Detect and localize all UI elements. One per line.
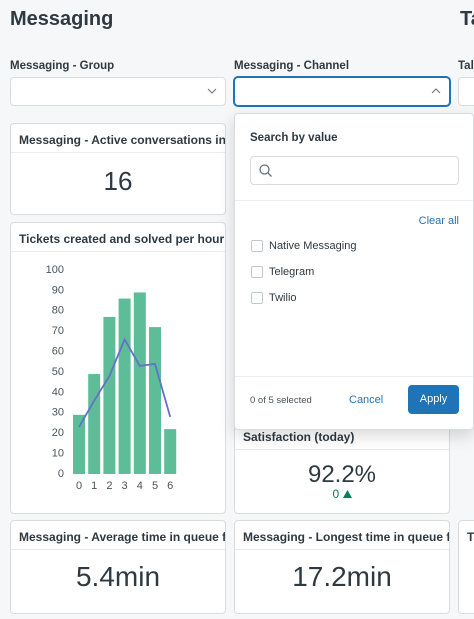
- card-title: Messaging - Longest time in queue for...: [243, 530, 450, 544]
- bar: [164, 429, 177, 474]
- y-tick-label: 10: [52, 448, 64, 460]
- card-value: 92.2%: [307, 461, 377, 488]
- card-title: Ta: [467, 530, 474, 544]
- chevron: [431, 88, 441, 94]
- bar: [73, 414, 85, 474]
- card-value: 17.2min: [292, 561, 392, 592]
- page-title: Messaging: [10, 8, 114, 30]
- option-label: Native Messaging: [269, 240, 357, 252]
- filter-label: Messaging - Channel: [234, 60, 350, 72]
- line: [78, 337, 172, 428]
- metric-card: Satisfaction (today) 92.2% 0: [234, 420, 450, 514]
- y-tick-label: 40: [52, 386, 64, 398]
- y-tick-label: 50: [52, 366, 64, 378]
- option[interactable]: Telegram: [251, 266, 314, 278]
- filter-select[interactable]: [458, 77, 474, 106]
- bar: [133, 292, 146, 474]
- option[interactable]: Native Messaging: [251, 240, 356, 252]
- bar: [118, 298, 131, 474]
- filter-select[interactable]: [234, 77, 450, 106]
- metric-card: Messaging - Longest time in queue for...…: [234, 520, 450, 614]
- y-tick-label: 70: [52, 325, 64, 337]
- option-label: Twilio: [269, 292, 297, 304]
- x-tick-label: 3: [122, 480, 128, 492]
- x-tick-label: 2: [106, 480, 112, 492]
- dropdown-panel: Search by value Clear all Native Messagi…: [234, 113, 474, 430]
- change: 0: [235, 487, 449, 501]
- clear-all[interactable]: Clear all: [418, 215, 459, 227]
- card-title: Messaging - Average time in queue for...: [19, 530, 226, 544]
- apply-button[interactable]: Apply: [408, 385, 459, 414]
- chevron: [207, 88, 217, 94]
- selection-status: 0 of 5 selected: [250, 395, 312, 406]
- x-tick-label: 0: [76, 480, 82, 492]
- card-value: 16: [103, 166, 133, 196]
- y-tick-label: 0: [58, 468, 64, 480]
- y-tick-label: 100: [46, 264, 64, 276]
- chart-title: Tickets created and solved per hour: [19, 232, 225, 246]
- option-label: Telegram: [269, 266, 315, 278]
- filter-label: Tall: [458, 60, 474, 72]
- filter-label: Messaging - Group: [10, 60, 115, 72]
- metric-card: Messaging - Active conversations in q...…: [10, 123, 226, 215]
- option[interactable]: Twilio: [251, 292, 297, 304]
- x-tick-label: 1: [91, 480, 97, 492]
- card-title: Messaging - Active conversations in q...: [19, 133, 226, 147]
- y-tick-label: 20: [52, 427, 64, 439]
- y-tick-label: 30: [52, 407, 64, 419]
- y-tick-label: 60: [52, 346, 64, 358]
- card-value: 5.4min: [75, 561, 161, 592]
- up-arrow: [342, 490, 352, 498]
- search-icon: [259, 164, 272, 177]
- bar: [88, 374, 101, 474]
- cancel-button[interactable]: Cancel: [349, 394, 384, 406]
- change-value: 0: [332, 487, 340, 501]
- metric-card: Messaging - Average time in queue for...…: [10, 520, 226, 614]
- next-title: Ta: [460, 8, 474, 30]
- dropdown-heading: Search by value: [250, 132, 338, 144]
- search-input[interactable]: [250, 156, 459, 185]
- metric-card: Ta: [458, 520, 474, 614]
- bar: [103, 316, 116, 474]
- x-tick-label: 5: [152, 480, 158, 492]
- chart-card: Tickets created and solved per hour: [10, 222, 226, 514]
- x-tick-label: 6: [167, 480, 173, 492]
- y-tick-label: 90: [52, 284, 64, 296]
- x-tick-label: 4: [137, 480, 143, 492]
- y-tick-label: 80: [52, 305, 64, 317]
- card-title: Satisfaction (today): [243, 430, 355, 444]
- filter-select[interactable]: [10, 77, 226, 106]
- bar: [149, 327, 161, 474]
